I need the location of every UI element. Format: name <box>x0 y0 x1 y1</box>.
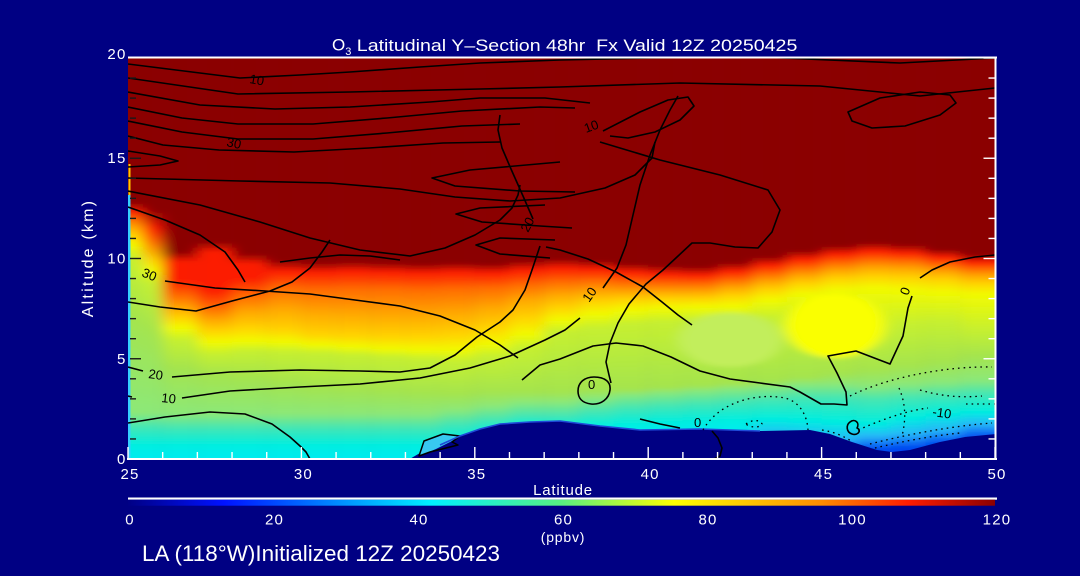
svg-text:0: 0 <box>125 512 135 529</box>
svg-text:100: 100 <box>838 512 867 529</box>
svg-text:120: 120 <box>983 512 1012 529</box>
svg-text:20: 20 <box>517 215 537 235</box>
svg-text:0: 0 <box>588 377 595 392</box>
svg-text:35: 35 <box>467 466 486 483</box>
svg-text:LA (118°W)Initialized 12Z 2025: LA (118°W)Initialized 12Z 20250423 <box>142 541 500 566</box>
svg-text:Altitude (km): Altitude (km) <box>80 199 97 317</box>
svg-text:0: 0 <box>897 285 914 297</box>
svg-text:40: 40 <box>641 466 660 483</box>
svg-text:O3 Latitudinal Y–Section 48hr: O3 Latitudinal Y–Section 48hr Fx Valid 1… <box>332 36 797 59</box>
svg-text:20: 20 <box>265 512 284 529</box>
svg-text:30: 30 <box>140 265 159 284</box>
svg-text:10: 10 <box>579 284 600 304</box>
svg-text:20: 20 <box>148 366 164 383</box>
svg-text:10: 10 <box>582 117 601 136</box>
svg-text:Latitude: Latitude <box>533 482 593 499</box>
svg-text:25: 25 <box>120 466 139 483</box>
svg-text:30: 30 <box>225 134 242 152</box>
svg-text:10: 10 <box>161 390 177 406</box>
svg-text:45: 45 <box>814 466 833 483</box>
svg-text:0: 0 <box>694 415 701 430</box>
svg-text:80: 80 <box>698 512 717 529</box>
svg-text:10: 10 <box>248 71 265 88</box>
svg-text:5: 5 <box>117 351 127 368</box>
svg-text:30: 30 <box>294 466 313 483</box>
svg-text:(ppbv): (ppbv) <box>541 529 585 545</box>
svg-text:20: 20 <box>107 46 126 63</box>
svg-text:60: 60 <box>554 512 573 529</box>
svg-text:0: 0 <box>117 451 127 468</box>
svg-text:50: 50 <box>987 466 1006 483</box>
svg-text:-10: -10 <box>932 404 953 421</box>
svg-text:10: 10 <box>107 251 126 268</box>
svg-text:40: 40 <box>409 512 428 529</box>
svg-text:15: 15 <box>107 150 126 167</box>
